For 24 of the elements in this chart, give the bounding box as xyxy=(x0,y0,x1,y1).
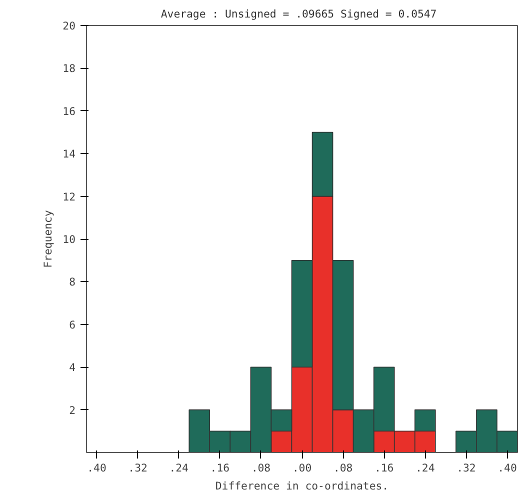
x-tick-label: .40 xyxy=(498,462,517,474)
y-tick-label: 6 xyxy=(69,318,76,332)
y-tick-label: 18 xyxy=(62,62,76,76)
chart-title: Average : Unsigned = .09665 Signed = 0.0547 xyxy=(160,8,437,20)
x-tick-label: .24 xyxy=(169,462,188,474)
x-tick-label: .16 xyxy=(210,462,230,474)
x-tick-label: .32 xyxy=(456,462,476,474)
y-tick-label: 4 xyxy=(69,361,76,374)
x-axis-title: Difference in co-ordinates. xyxy=(215,480,389,492)
x-tick-label: .00 xyxy=(292,462,312,474)
y-tick-label: 20 xyxy=(62,20,76,32)
x-tick-label: .16 xyxy=(374,462,394,474)
y-tick-label: 10 xyxy=(62,233,76,246)
y-tick-label: 16 xyxy=(62,104,76,118)
x-tick-label: .40 xyxy=(87,462,106,474)
x-tick-label: .08 xyxy=(251,462,271,474)
y-tick-label: 8 xyxy=(69,276,76,289)
y-tick-label: 12 xyxy=(62,190,76,204)
y-axis-title: Frequency xyxy=(42,210,55,268)
x-tick-label: .24 xyxy=(416,462,435,474)
y-tick-label: 14 xyxy=(62,148,76,161)
x-tick-label: .08 xyxy=(333,462,353,474)
y-tick-label: 2 xyxy=(69,404,76,417)
x-tick-label: .32 xyxy=(128,462,148,474)
